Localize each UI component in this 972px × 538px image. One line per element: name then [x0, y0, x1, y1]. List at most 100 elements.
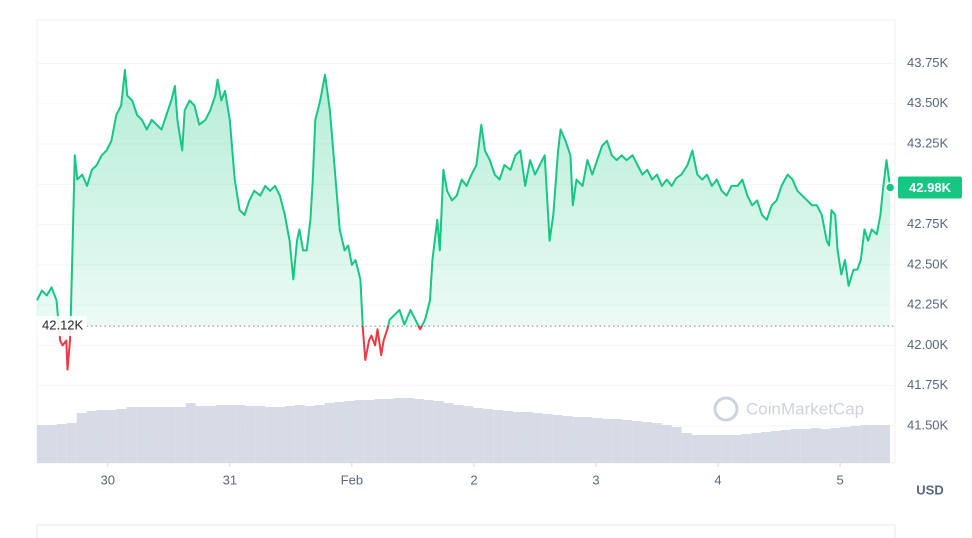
volume-bar [215, 405, 226, 463]
volume-bar [374, 399, 385, 463]
price-area [37, 69, 891, 327]
x-tick-label: 4 [714, 472, 721, 487]
volume-bar [304, 406, 315, 463]
volume-bar [126, 407, 137, 463]
x-tick-label: 2 [470, 472, 477, 487]
volume-bar [245, 406, 256, 463]
volume-bar [721, 435, 732, 463]
volume-bar [275, 407, 285, 463]
volume-bar [46, 425, 57, 463]
volume-bar [483, 409, 494, 463]
price-line [36, 68, 892, 371]
volume-bar [523, 412, 533, 463]
volume-bar [354, 400, 365, 463]
volume-bar [840, 427, 851, 463]
price-tag-label: 42.98K [909, 180, 952, 195]
volume-bar [800, 429, 811, 463]
volume-bar [532, 413, 543, 463]
volume-bar [66, 423, 77, 463]
volume-bar [403, 398, 414, 463]
volume-bar [384, 399, 395, 463]
volume-bar [185, 403, 196, 463]
volume-bar [37, 425, 47, 463]
volume-bar [602, 419, 613, 463]
volume-bar [334, 402, 345, 463]
volume-bar [651, 423, 662, 463]
volume-bar [731, 435, 742, 463]
volume-bar [761, 432, 771, 463]
volume-bar [671, 427, 682, 463]
volume-bar [830, 428, 841, 463]
volume-bar [195, 406, 206, 463]
baseline-label: 42.12K [42, 318, 84, 333]
volume-bar [56, 424, 67, 463]
volume-bar [681, 433, 692, 463]
volume-bar [324, 403, 335, 463]
y-tick-label: 43.50K [907, 95, 949, 110]
plot-layer: 41.50K41.75K42.00K42.25K42.50K42.75K43.0… [36, 55, 962, 487]
volume-bar [344, 401, 355, 463]
y-tick-label: 42.50K [907, 256, 949, 271]
price-tag [898, 176, 962, 199]
volume-bar [582, 417, 593, 463]
volume-bar [770, 431, 781, 463]
volume-bar [235, 405, 246, 463]
x-tick-label: 30 [101, 472, 115, 487]
volume-bar [165, 407, 176, 463]
volume-bar [423, 400, 434, 463]
volume-bar [622, 420, 633, 463]
volume-bar [146, 407, 157, 463]
volume-bar [691, 435, 702, 463]
volume-bar [612, 419, 623, 463]
volume-bar [453, 405, 464, 463]
volume-bar [443, 403, 454, 463]
watermark-text: CoinMarketCap [746, 399, 864, 418]
volume-bar [225, 405, 236, 463]
volume-bar [106, 410, 117, 463]
volume-bar [562, 416, 573, 463]
y-tick-label: 41.75K [907, 377, 949, 392]
volume-bar [284, 406, 295, 463]
volume-bar [741, 434, 752, 463]
volume-bar [592, 418, 603, 463]
volume-bar [701, 435, 712, 463]
volume-bar [503, 411, 514, 463]
volume-bar [205, 406, 216, 463]
volume-bar [314, 405, 325, 463]
volume-bar [86, 411, 97, 463]
volume-bar [364, 400, 375, 463]
y-tick-label: 43.75K [907, 55, 949, 70]
volume-bar [820, 429, 831, 463]
volume-bar [661, 425, 672, 463]
volume-bar [850, 426, 861, 463]
volume-bar [880, 425, 890, 463]
volume-bar [790, 429, 801, 463]
volume-bar [810, 428, 821, 463]
volume-bar [136, 407, 147, 463]
y-tick-label: 42.25K [907, 297, 949, 312]
volume-bar [265, 407, 276, 463]
volume-bar [711, 435, 722, 463]
volume-bar [552, 415, 563, 463]
watermark: CoinMarketCap [713, 396, 864, 422]
y-tick-label: 41.50K [907, 417, 949, 432]
volume-bar [463, 406, 474, 463]
volume-bar [294, 405, 305, 463]
baseline-label-box [37, 316, 87, 337]
volume-bar [76, 413, 87, 463]
y-tick-label: 42.00K [907, 337, 949, 352]
volume-bar [642, 422, 652, 463]
volume-bar [542, 414, 553, 463]
volume-bar [513, 412, 524, 463]
volume-bar [572, 417, 583, 463]
volume-bar [96, 410, 107, 463]
x-tick-label: 3 [592, 472, 599, 487]
volume-bar [433, 401, 444, 463]
watermark-logo [713, 396, 739, 422]
volume-bar [870, 425, 881, 463]
volume-bar [255, 406, 266, 463]
volume-bar [156, 407, 166, 463]
last-point [884, 182, 896, 193]
